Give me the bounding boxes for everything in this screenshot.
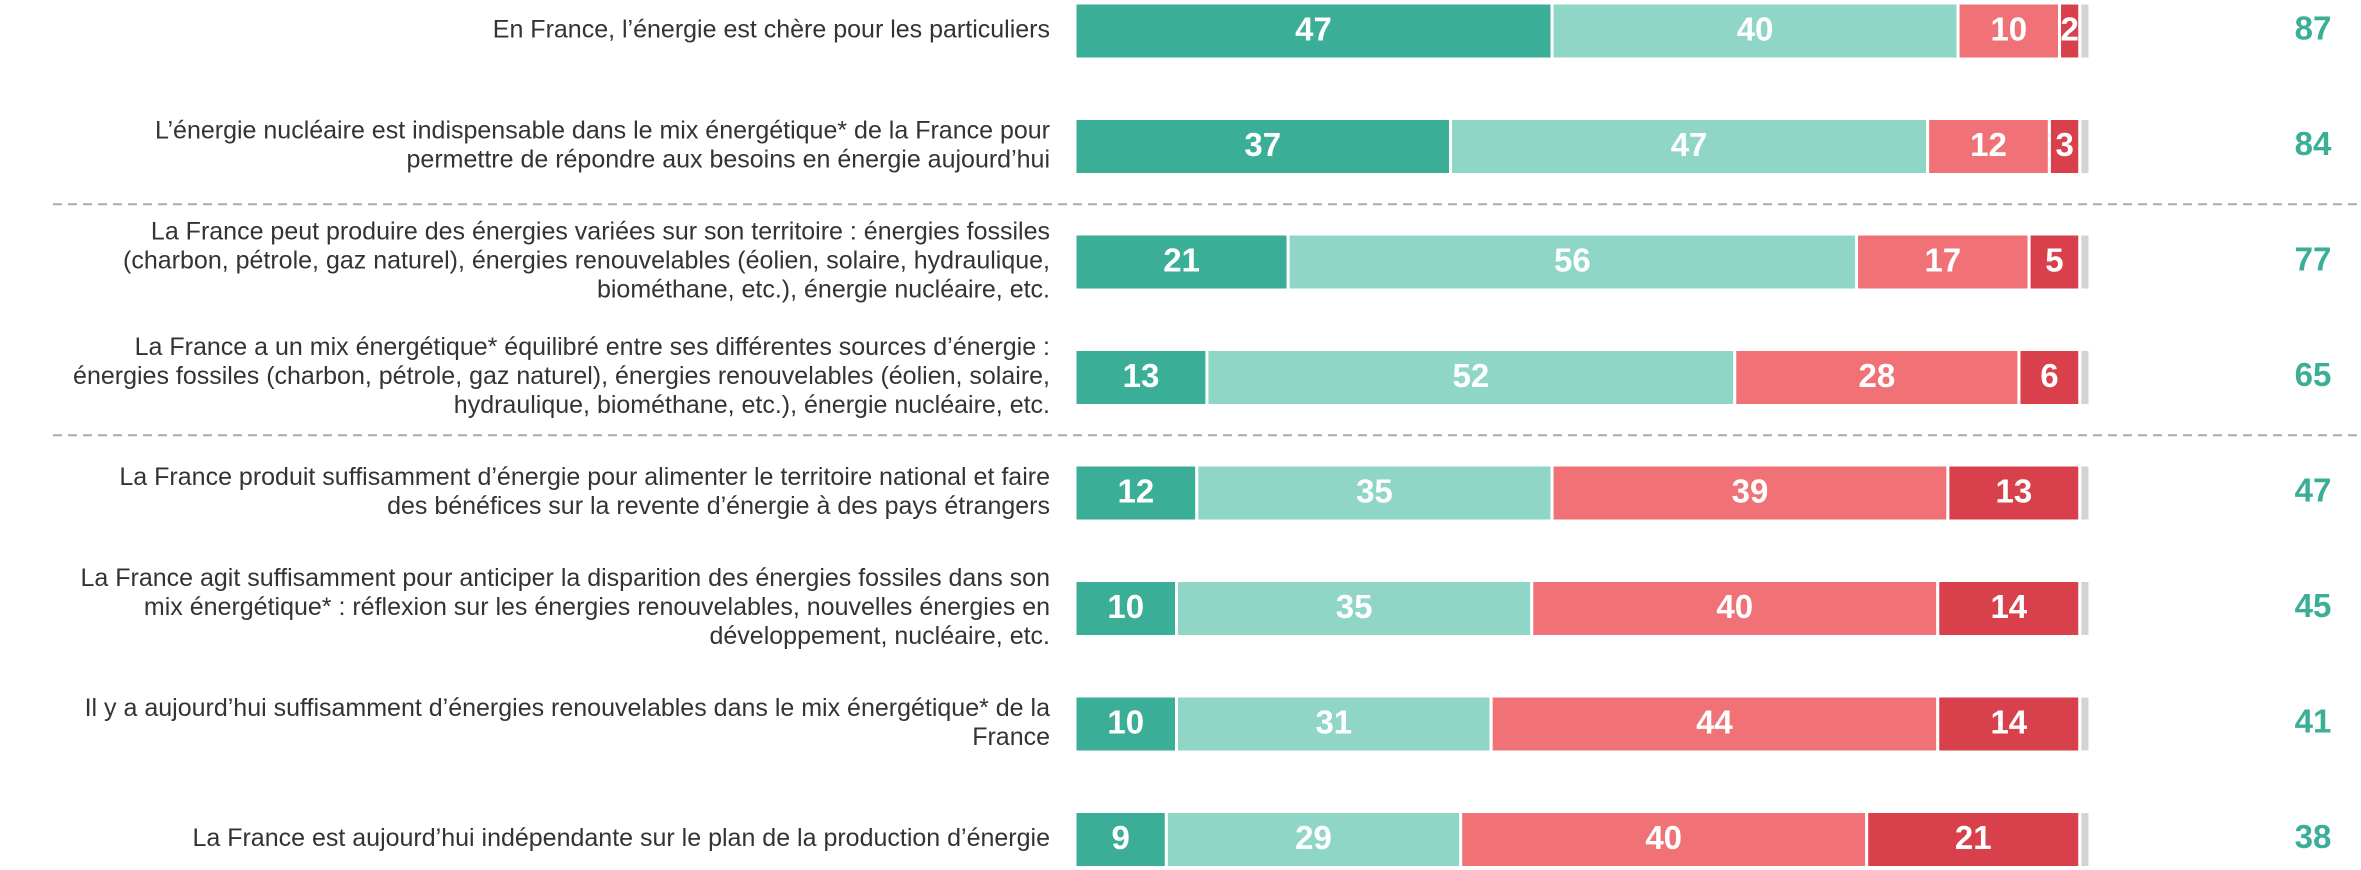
- bar-segment: [1164, 810, 1463, 869]
- category-label: La France agit suffisamment pour anticip…: [80, 564, 1050, 592]
- value-label: 12: [1118, 473, 1155, 510]
- bar-segment: [1550, 1, 1960, 61]
- category-label: Il y a aujourd’hui suffisamment d’énergi…: [85, 694, 1050, 722]
- category-label: La France est aujourd’hui indépendante s…: [192, 824, 1050, 852]
- bar-segment: [2078, 1, 2092, 61]
- bar-segment: [2078, 579, 2092, 638]
- value-label: 21: [1955, 819, 1992, 856]
- category-label: La France produit suffisamment d’énergie…: [119, 463, 1050, 491]
- value-label: 40: [1645, 819, 1682, 856]
- bar-segment: [2078, 694, 2092, 754]
- value-label: 10: [1107, 704, 1144, 741]
- bar-segment: [1946, 463, 2082, 523]
- total-label: 47: [2295, 472, 2332, 509]
- bar-segment: [1073, 1, 1554, 61]
- bar-segment: [1489, 694, 1940, 754]
- value-label: 13: [1123, 357, 1160, 394]
- bar-segment: [1530, 579, 1940, 638]
- value-label: 35: [1336, 588, 1373, 625]
- value-label: 6: [2040, 357, 2058, 394]
- value-label: 47: [1671, 126, 1708, 163]
- bar-segment: [1175, 579, 1534, 638]
- bar-segment: [1855, 232, 2031, 292]
- bar-segment: [1073, 348, 1209, 407]
- value-label: 12: [1970, 126, 2007, 163]
- value-label: 10: [1990, 11, 2027, 48]
- bar-segment: [2027, 232, 2082, 292]
- value-label: 14: [1990, 704, 2027, 741]
- total-label: 45: [2295, 587, 2332, 624]
- bar-segment: [1195, 463, 1554, 523]
- value-label: 28: [1858, 357, 1895, 394]
- category-label: hydraulique, biométhane, etc.), énergie …: [454, 391, 1050, 419]
- bar-segment: [1205, 348, 1737, 407]
- value-label: 37: [1244, 126, 1281, 163]
- value-label: 13: [1996, 473, 2033, 510]
- total-label: 38: [2295, 818, 2332, 855]
- value-label: 10: [1107, 588, 1144, 625]
- value-label: 31: [1315, 704, 1352, 741]
- category-label: (charbon, pétrole, gaz naturel), énergie…: [123, 247, 1050, 275]
- bar-segment: [1449, 117, 1930, 176]
- category-label: permettre de répondre aux besoins en éne…: [407, 146, 1050, 174]
- category-label: La France peut produire des énergies var…: [151, 218, 1050, 246]
- value-label: 3: [2055, 126, 2073, 163]
- category-label: développement, nucléaire, etc.: [710, 622, 1051, 650]
- bar-segment: [1073, 117, 1453, 176]
- category-label: En France, l’énergie est chère pour les …: [493, 16, 1050, 44]
- total-label: 65: [2295, 356, 2332, 393]
- bar-segment: [1073, 232, 1290, 292]
- value-label: 47: [1295, 11, 1332, 48]
- category-label: biométhane, etc.), énergie nucléaire, et…: [597, 276, 1050, 304]
- bar-segment: [1459, 810, 1869, 869]
- total-label: 41: [2295, 703, 2332, 740]
- bar-segment: [1926, 117, 2051, 176]
- bar-segment: [1936, 579, 2082, 638]
- category-label: mix énergétique* : réflexion sur les éne…: [144, 593, 1050, 621]
- bar-segment: [1073, 463, 1199, 523]
- total-label: 84: [2295, 125, 2332, 162]
- bar-segment: [1550, 463, 1950, 523]
- value-label: 21: [1163, 242, 1200, 279]
- bar-segment: [2078, 232, 2092, 292]
- value-label: 9: [1111, 819, 1129, 856]
- total-label: 87: [2295, 10, 2332, 47]
- bar-segment: [2078, 810, 2092, 869]
- value-label: 2: [2061, 11, 2079, 48]
- value-label: 29: [1295, 819, 1332, 856]
- value-label: 40: [1737, 11, 1774, 48]
- value-label: 14: [1990, 588, 2027, 625]
- value-label: 5: [2045, 242, 2063, 279]
- bar-segment: [2078, 463, 2092, 523]
- bar-segment: [2078, 117, 2092, 176]
- category-label: La France a un mix énergétique* équilibr…: [135, 333, 1050, 361]
- bar-segment: [1956, 1, 2062, 61]
- value-label: 35: [1356, 473, 1393, 510]
- category-label: des bénéfices sur la revente d’énergie à…: [387, 492, 1050, 520]
- bar-segment: [1865, 810, 2082, 869]
- bar-segment: [1733, 348, 2021, 407]
- category-label: France: [972, 723, 1050, 751]
- category-label: énergies fossiles (charbon, pétrole, gaz…: [73, 362, 1050, 390]
- value-label: 17: [1924, 242, 1961, 279]
- bar-segment: [1286, 232, 1859, 292]
- value-label: 52: [1452, 357, 1489, 394]
- bar-segment: [1175, 694, 1493, 754]
- bar-segment: [2078, 348, 2092, 407]
- bar-segment: [1073, 694, 1178, 754]
- category-label: L’énergie nucléaire est indispensable da…: [155, 117, 1050, 145]
- value-label: 40: [1716, 588, 1753, 625]
- value-label: 39: [1732, 473, 1769, 510]
- bar-segment: [2017, 348, 2082, 407]
- value-label: 44: [1696, 704, 1733, 741]
- value-label: 56: [1554, 242, 1591, 279]
- total-label: 77: [2295, 241, 2332, 278]
